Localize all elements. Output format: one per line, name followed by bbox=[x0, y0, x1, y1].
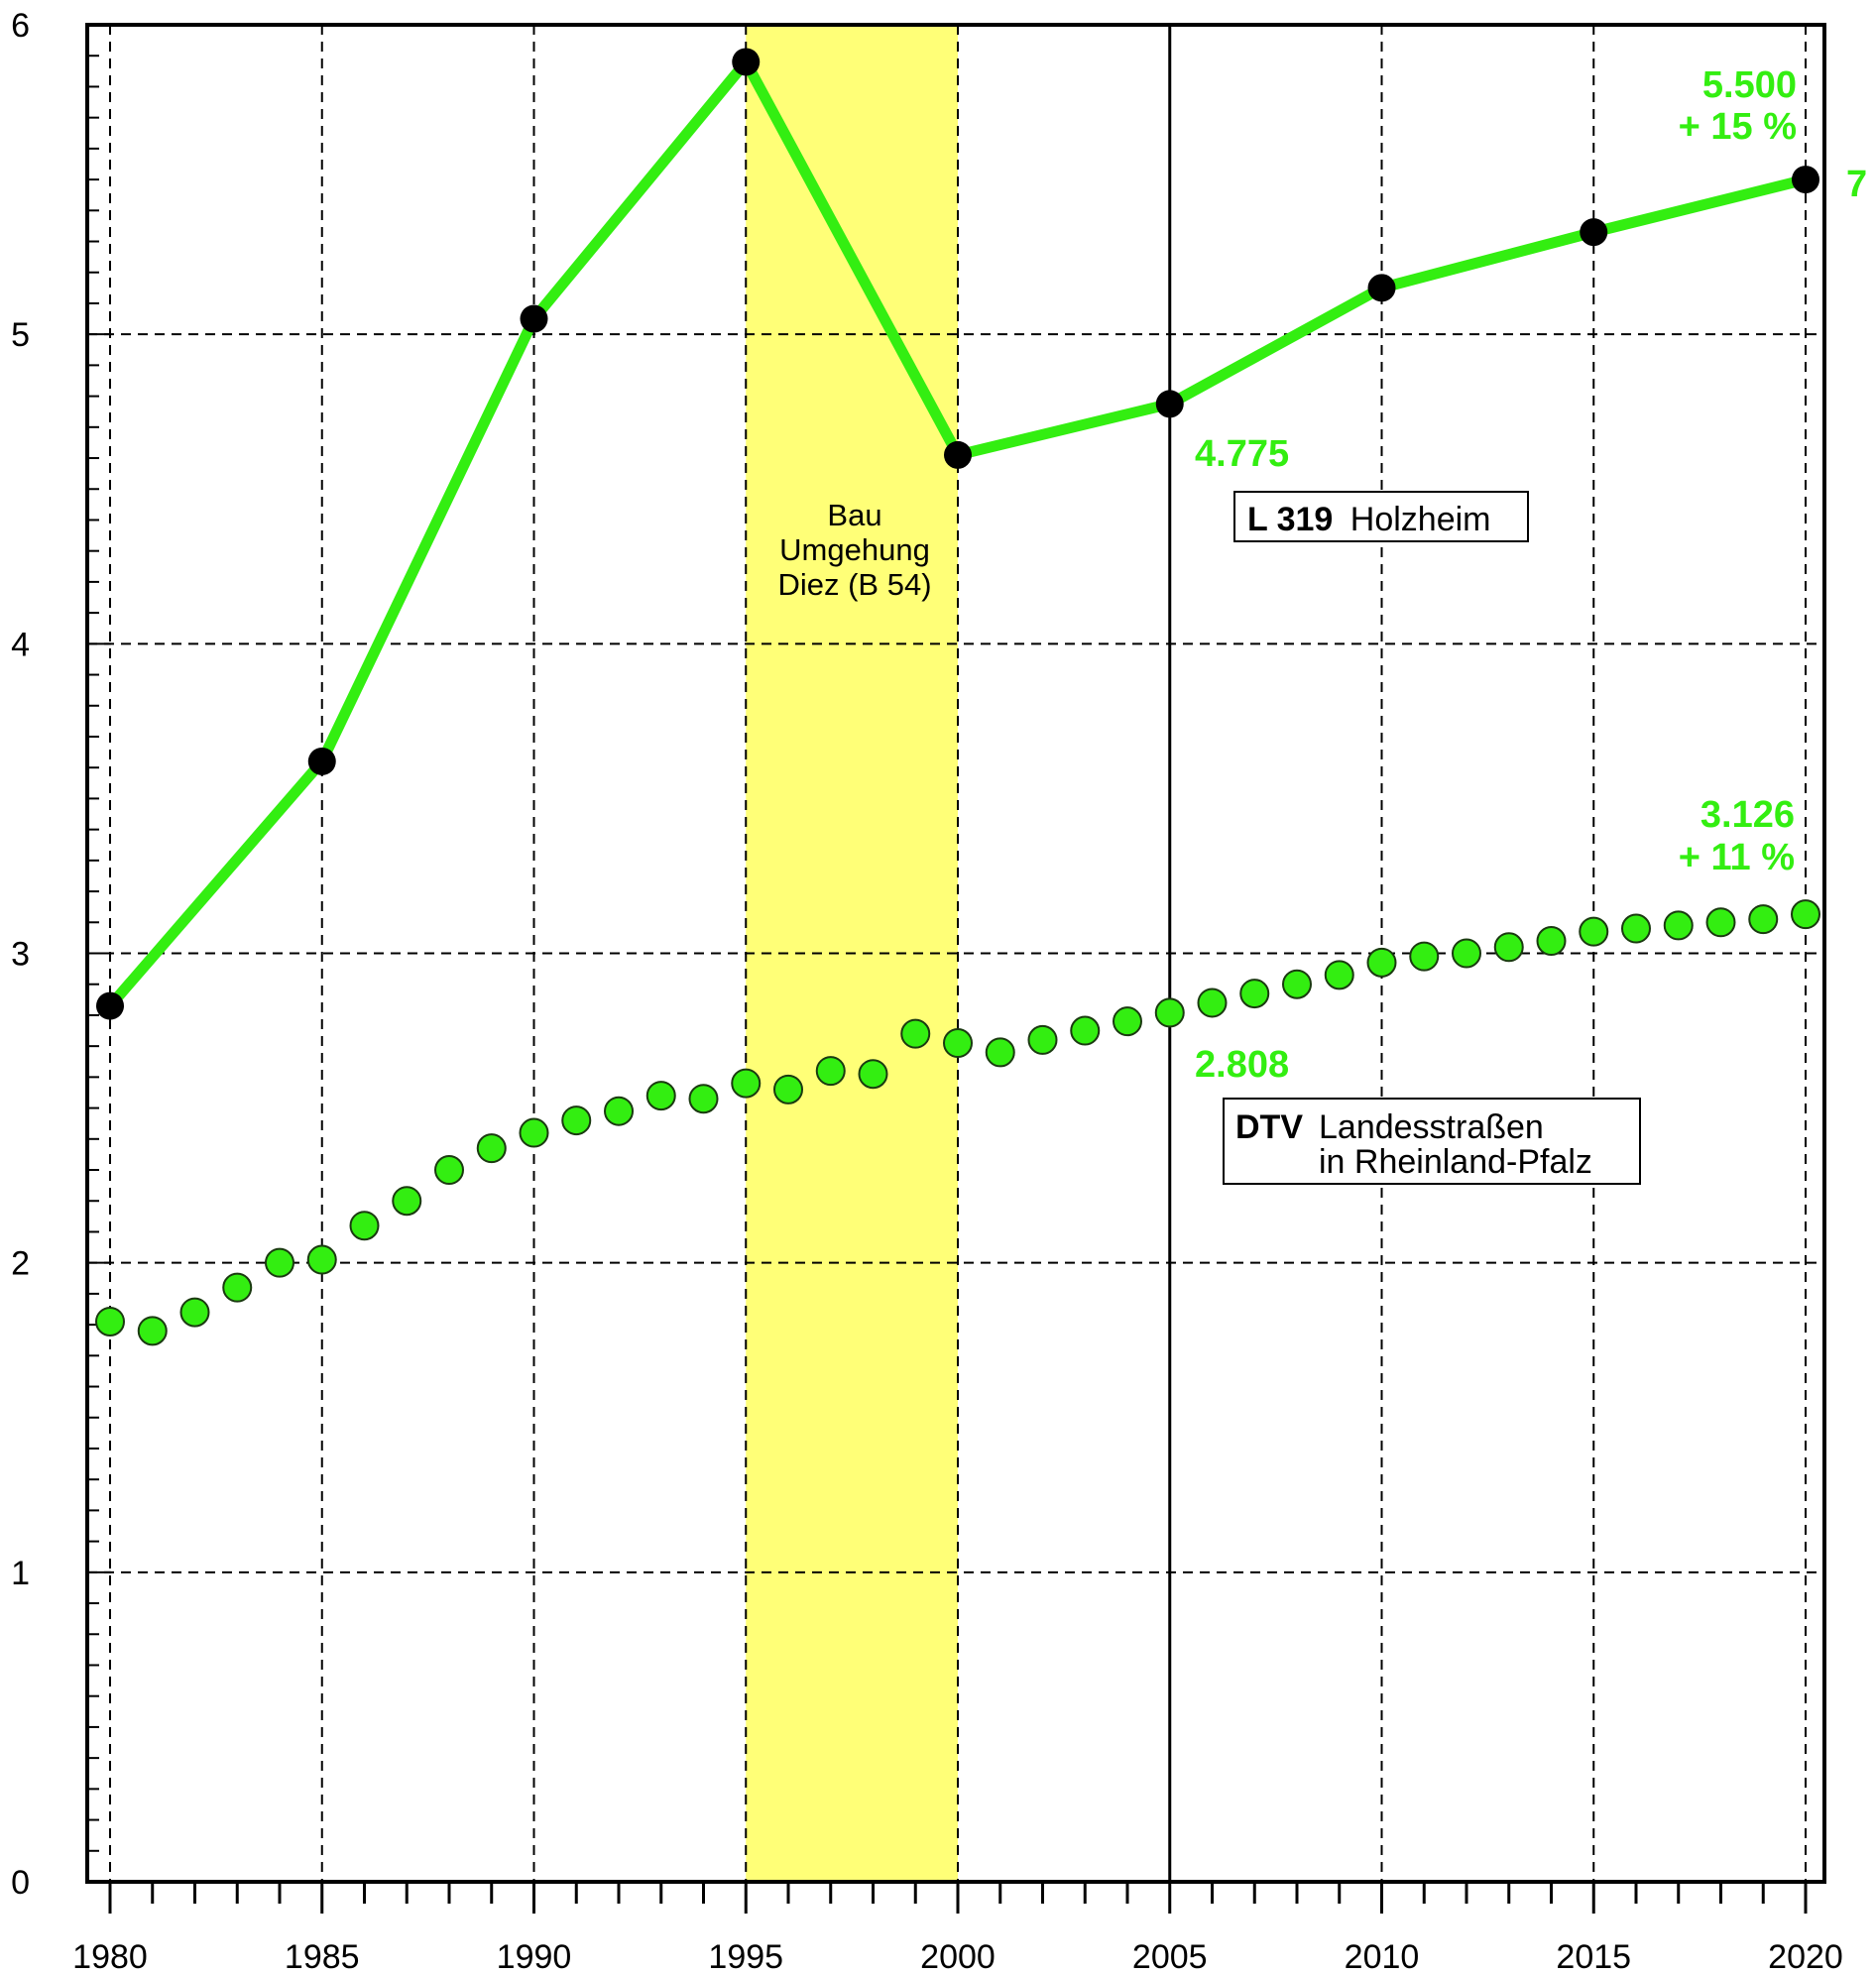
data-point-dtv bbox=[306, 1244, 337, 1275]
band-label-line-1: Bau bbox=[827, 498, 881, 532]
data-point-dtv bbox=[1748, 904, 1779, 935]
svg-text:L 319 Holzheim: L 319 Holzheim bbox=[1247, 501, 1491, 538]
data-point-dtv bbox=[1579, 916, 1609, 947]
data-point-dtv bbox=[179, 1297, 210, 1328]
data-point-dtv bbox=[1452, 938, 1481, 969]
data-point-dtv bbox=[943, 1028, 973, 1059]
x-tick-label: 1985 bbox=[285, 1938, 360, 1975]
holzheim-end-marker: 7 bbox=[1846, 164, 1867, 205]
x-tick-label: 2005 bbox=[1132, 1938, 1208, 1975]
data-point-dtv bbox=[476, 1133, 507, 1164]
data-point-dtv bbox=[1324, 960, 1354, 990]
legend-dtv-line-2: in Rheinland-Pfalz bbox=[1319, 1143, 1592, 1181]
data-point-dtv bbox=[1239, 979, 1270, 1009]
legend-holzheim-bold: L 319 bbox=[1247, 501, 1333, 538]
y-tick-label: 5 bbox=[11, 316, 30, 354]
tick-labels: 1980 1985 1990 1995 2000 2005 2010 2015 2020 0 1 2 3… bbox=[11, 7, 1843, 1975]
dtv-2005-value: 2.808 bbox=[1195, 1044, 1289, 1086]
data-point-holzheim bbox=[1367, 274, 1396, 302]
x-tick-label: 1990 bbox=[497, 1938, 572, 1975]
legend-box-dtv: DTV Landesstraßen in Rheinland-Pfalz bbox=[1223, 1098, 1641, 1185]
x-tick-label: 1995 bbox=[708, 1938, 783, 1975]
y-tick-label: 2 bbox=[11, 1245, 30, 1283]
series-dtv bbox=[95, 899, 1820, 1346]
data-point-dtv bbox=[985, 1037, 1015, 1068]
data-point-dtv bbox=[1621, 913, 1651, 944]
data-point-dtv bbox=[1791, 899, 1820, 930]
data-point-dtv bbox=[1197, 988, 1228, 1018]
data-point-dtv bbox=[349, 1211, 380, 1241]
x-tick-label: 1980 bbox=[72, 1938, 148, 1975]
data-point-dtv bbox=[95, 1306, 125, 1336]
y-tick-label: 1 bbox=[11, 1555, 30, 1592]
data-point-dtv bbox=[392, 1186, 422, 1217]
data-point-dtv bbox=[561, 1105, 592, 1136]
data-point-dtv bbox=[137, 1316, 168, 1346]
data-point-holzheim bbox=[1580, 218, 1608, 247]
data-point-dtv bbox=[1536, 926, 1567, 957]
data-point-holzheim bbox=[520, 304, 548, 333]
data-point-dtv bbox=[604, 1096, 634, 1126]
data-point-holzheim bbox=[732, 48, 761, 76]
data-point-dtv bbox=[773, 1074, 803, 1104]
legend-holzheim-rest: Holzheim bbox=[1350, 501, 1491, 538]
data-point-dtv bbox=[1705, 907, 1736, 938]
x-tick-label: 2000 bbox=[920, 1938, 996, 1975]
data-point-holzheim bbox=[1155, 390, 1184, 418]
legend-dtv-bold: DTV bbox=[1235, 1108, 1303, 1146]
data-point-dtv bbox=[815, 1056, 846, 1087]
data-point-dtv bbox=[688, 1084, 719, 1114]
legend-box-holzheim: L 319 Holzheim bbox=[1233, 491, 1529, 542]
data-point-holzheim bbox=[1792, 166, 1819, 194]
data-point-holzheim bbox=[96, 991, 124, 1020]
band-label-line-2: Umgehung bbox=[779, 532, 930, 567]
holzheim-end-percent: + 15 % bbox=[1679, 106, 1797, 148]
data-point-holzheim bbox=[307, 747, 336, 775]
holzheim-2005-value: 4.775 bbox=[1195, 433, 1289, 475]
data-point-dtv bbox=[1113, 1006, 1142, 1037]
y-tick-label: 3 bbox=[11, 936, 30, 974]
data-point-dtv bbox=[1027, 1024, 1058, 1055]
data-point-dtv bbox=[645, 1081, 676, 1111]
data-point-dtv bbox=[265, 1247, 294, 1278]
data-point-dtv bbox=[900, 1018, 931, 1049]
data-point-dtv bbox=[1493, 932, 1524, 963]
data-point-dtv bbox=[434, 1155, 464, 1186]
data-point-dtv bbox=[1282, 969, 1312, 999]
x-tick-label: 2015 bbox=[1556, 1938, 1631, 1975]
data-point-dtv bbox=[858, 1059, 888, 1090]
y-tick-label: 0 bbox=[11, 1864, 30, 1902]
dtv-end-value: 3.126 bbox=[1700, 794, 1795, 836]
x-tick-label: 2010 bbox=[1345, 1938, 1420, 1975]
y-tick-label: 6 bbox=[11, 7, 30, 45]
data-point-dtv bbox=[1663, 910, 1694, 941]
data-point-dtv bbox=[222, 1272, 253, 1303]
band-label-line-3: Diez (B 54) bbox=[777, 567, 931, 602]
data-point-dtv bbox=[519, 1117, 549, 1148]
data-point-holzheim bbox=[944, 440, 972, 469]
data-point-dtv bbox=[1409, 941, 1440, 972]
data-point-dtv bbox=[1366, 947, 1397, 978]
legend-dtv-line-1: Landesstraßen bbox=[1319, 1108, 1544, 1146]
x-tick-label: 2020 bbox=[1768, 1938, 1843, 1975]
y-tick-label: 4 bbox=[11, 626, 30, 663]
holzheim-end-value: 5.500 bbox=[1702, 64, 1797, 106]
data-point-dtv bbox=[1154, 997, 1185, 1028]
series-holzheim-markers bbox=[96, 48, 1819, 1020]
data-point-dtv bbox=[1070, 1015, 1101, 1046]
dtv-end-percent: + 11 % bbox=[1679, 837, 1795, 878]
data-point-dtv bbox=[731, 1068, 762, 1099]
